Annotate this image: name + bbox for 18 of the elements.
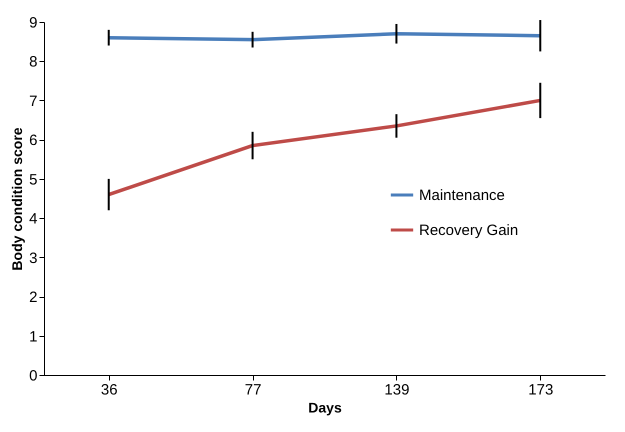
y-tick-label: 8 [29, 54, 38, 71]
y-tick-label: 9 [29, 14, 38, 32]
y-axis-title: Body condition score [9, 127, 26, 271]
legend-label: Recovery Gain [419, 222, 518, 239]
y-tick-label: 0 [29, 368, 38, 384]
y-tick-label: 1 [29, 328, 38, 346]
x-tick-label: 77 [244, 382, 262, 398]
y-tick-label: 6 [29, 132, 38, 150]
y-tick-label: 3 [29, 250, 38, 267]
x-axis-title: Days [308, 400, 342, 416]
x-tick-label: 173 [528, 382, 554, 398]
y-tick-label: 4 [29, 210, 38, 228]
y-tick-label: 2 [29, 289, 38, 306]
x-tick-label: 36 [100, 382, 118, 398]
legend-label: Maintenance [419, 187, 505, 204]
y-tick-label: 5 [29, 171, 38, 188]
y-tick-label: 7 [29, 92, 38, 110]
x-tick-label: 139 [384, 382, 410, 398]
